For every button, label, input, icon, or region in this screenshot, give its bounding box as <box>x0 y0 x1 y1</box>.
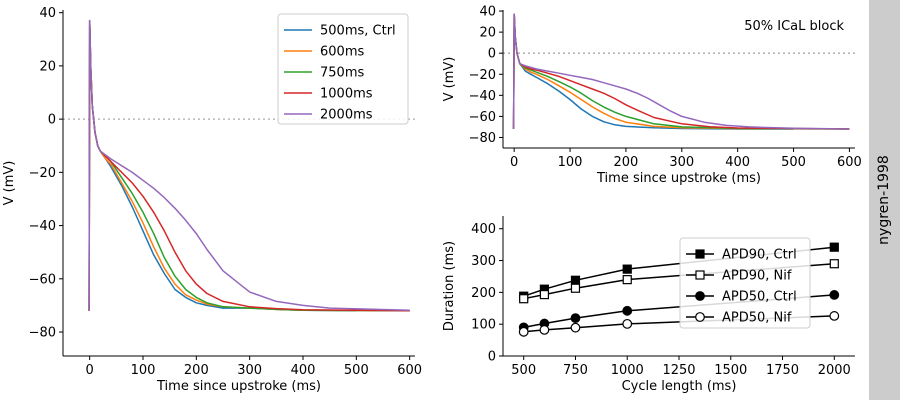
x-tick-label: 500 <box>511 363 536 378</box>
x-tick-label: 300 <box>237 363 262 378</box>
x-tick-label: 500 <box>781 155 806 170</box>
x-tick-label: 750 <box>563 363 588 378</box>
data-point <box>622 275 632 285</box>
y-tick-label: 20 <box>39 59 56 74</box>
x-tick-label: 600 <box>837 155 862 170</box>
x-tick-label: 400 <box>725 155 750 170</box>
legend-marker <box>695 249 705 259</box>
y-tick-label: 20 <box>479 26 496 41</box>
y-tick-label: 100 <box>471 318 496 333</box>
y-tick-label: 0 <box>48 113 56 128</box>
legend-label: 500ms, Ctrl <box>320 24 396 39</box>
data-point <box>622 264 632 274</box>
x-tick-label: 400 <box>291 363 316 378</box>
data-point <box>570 313 581 324</box>
y-tick-label: 40 <box>479 5 496 20</box>
legend-label: APD90, Nif <box>722 269 792 284</box>
data-point <box>539 289 550 300</box>
data-point <box>829 290 840 300</box>
x-tick-label: 500 <box>344 363 369 378</box>
data-point <box>829 242 839 252</box>
data-point <box>570 275 581 285</box>
top-right-ap-panel: 50% ICaL block 0 100 200 300 400 500 600−80−60… <box>442 5 862 186</box>
x-tick-label: 200 <box>614 155 639 170</box>
x-tick-label: 100 <box>131 363 156 378</box>
legend-label: APD90, Ctrl <box>722 248 797 263</box>
y-axis-label: V (mV) <box>2 161 17 206</box>
data-point <box>570 322 581 333</box>
icalblock-annotation: 50% ICaL block <box>744 19 844 34</box>
x-axis-label: Time since upstroke (ms) <box>156 379 321 394</box>
x-tick-label: 1250 <box>662 363 695 378</box>
legend-label: 1000ms <box>320 87 373 102</box>
y-tick-label: −20 <box>469 68 496 83</box>
x-axis-label: Time since upstroke (ms) <box>596 171 761 186</box>
legend-label: APD50, Ctrl <box>722 290 797 305</box>
data-point <box>622 318 633 329</box>
legend-label: 2000ms <box>320 108 373 123</box>
legend-label: 750ms <box>320 66 364 81</box>
x-axis-label: Cycle length (ms) <box>622 379 737 394</box>
y-tick-label: 400 <box>471 222 496 237</box>
x-tick-label: 600 <box>397 363 422 378</box>
x-tick-label: 1500 <box>714 363 747 378</box>
y-axis-label: Duration (ms) <box>442 241 457 331</box>
data-point <box>829 311 840 321</box>
data-point <box>829 259 839 269</box>
y-tick-label: 200 <box>471 286 496 301</box>
y-tick-label: −20 <box>29 166 56 181</box>
y-tick-label: 300 <box>471 254 496 269</box>
x-tick-label: 0 <box>86 363 94 378</box>
side-band <box>869 0 900 400</box>
data-point <box>539 325 550 335</box>
legend-label: 600ms <box>320 45 364 60</box>
x-tick-label: 200 <box>184 363 209 378</box>
series-line-4 <box>512 13 850 130</box>
left-ap-panel: 0 100 200 300 400 500 600 −80 −60 −40 −20 0 20 40 Time… <box>2 6 422 394</box>
legend: 500ms, Ctrl 600ms 750ms 1000ms 2000ms <box>277 13 409 125</box>
x-tick-label: 0 <box>510 155 518 170</box>
legend: APD90, Ctrl APD90, Nif APD50, Ctrl APD50, N… <box>679 237 811 329</box>
y-tick-label: 0 <box>488 350 496 365</box>
x-tick-label: 100 <box>558 155 583 170</box>
x-tick-label: 1000 <box>611 363 644 378</box>
legend-frame <box>679 237 811 329</box>
x-tick-label: 300 <box>669 155 694 170</box>
y-tick-label: −80 <box>29 326 56 341</box>
series-line-4 <box>88 19 410 311</box>
legend-frame <box>277 13 409 125</box>
legend-marker <box>695 291 705 301</box>
legend-marker <box>695 270 705 280</box>
model-name-label: nygren-1998 <box>876 155 892 245</box>
y-axis-label: V (mV) <box>442 57 457 102</box>
legend-marker <box>695 312 705 322</box>
y-tick-label: 40 <box>39 6 56 21</box>
x-tick-label: 1750 <box>766 363 799 378</box>
data-point <box>519 294 529 304</box>
y-tick-label: −40 <box>469 89 496 104</box>
y-tick-label: −80 <box>469 131 496 146</box>
data-point <box>570 283 581 293</box>
data-point <box>622 305 633 316</box>
data-point <box>518 326 529 337</box>
y-tick-label: 0 <box>488 47 496 62</box>
y-tick-label: −60 <box>29 272 56 287</box>
y-tick-label: −40 <box>29 219 56 234</box>
legend-label: APD50, Nif <box>722 311 792 326</box>
x-tick-label: 2000 <box>818 363 851 378</box>
y-tick-label: −60 <box>469 110 496 125</box>
apd-restitution-panel: 500 750 1000 1250 1500 1750 2000 0 100 200 300 400 C… <box>442 216 855 394</box>
